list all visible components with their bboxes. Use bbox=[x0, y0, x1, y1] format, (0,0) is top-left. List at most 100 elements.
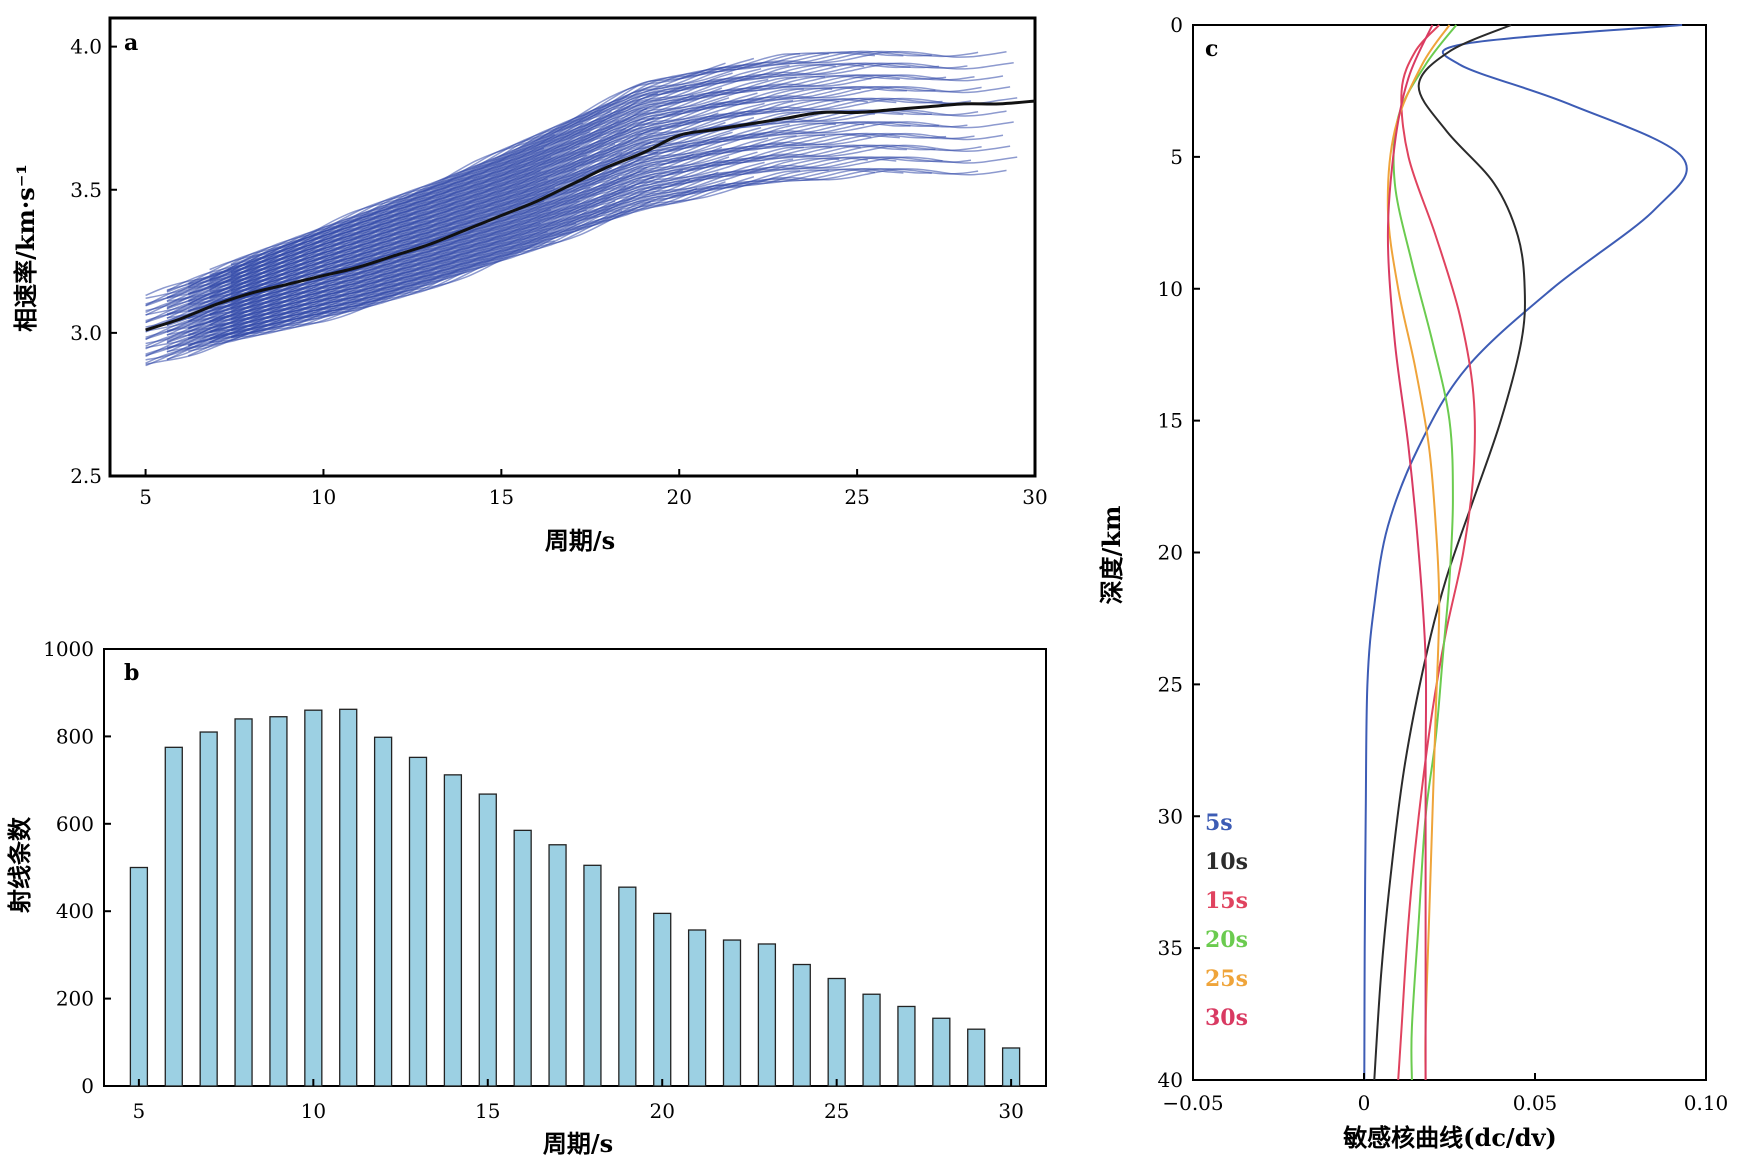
ray-count-bar bbox=[234, 718, 253, 1087]
panel-c-kernel-curves bbox=[1363, 24, 1688, 1081]
kernel-curve-10s bbox=[1373, 24, 1526, 1081]
panel-c-xlabel: 敏感核曲线(dc/dv) bbox=[1342, 1123, 1557, 1152]
y-tick-label: 25 bbox=[1158, 672, 1183, 696]
dispersion-curve bbox=[145, 186, 591, 339]
panel-b-frame bbox=[103, 648, 1047, 1087]
ray-count-bar bbox=[408, 756, 428, 1087]
dispersion-curve bbox=[187, 156, 972, 347]
mean-dispersion-curve bbox=[145, 99, 1036, 332]
dispersion-curve bbox=[209, 62, 726, 271]
dispersion-curve bbox=[166, 121, 968, 336]
dispersion-curve bbox=[145, 240, 555, 365]
panel-a-frame bbox=[108, 16, 1037, 478]
dispersion-curve bbox=[145, 62, 911, 307]
panel-c: −0.05 0 0.05 0.10 0 5 10 15 20 25 30 35 40 5s 10s 15s 2… bbox=[1097, 13, 1728, 1152]
panel-b: 5 10 15 20 25 30 0 200 400 600 800 1000 b 周期/s 射线条数 bbox=[5, 637, 1047, 1158]
ray-count-bar bbox=[304, 709, 323, 1087]
y-tick-label: 4.0 bbox=[70, 35, 102, 59]
panel-b-xlabel: 周期/s bbox=[543, 1129, 613, 1158]
panel-a-ticks: 5 10 15 20 25 30 2.5 3.0 3.5 4.0 bbox=[70, 35, 1048, 509]
ray-count-bar bbox=[653, 912, 672, 1087]
y-tick-label: 2.5 bbox=[70, 464, 102, 488]
dispersion-curve bbox=[145, 144, 982, 357]
ray-count-bar bbox=[932, 1017, 951, 1087]
dispersion-curve bbox=[166, 74, 1004, 310]
kernel-curve-15s bbox=[1397, 24, 1476, 1081]
dispersion-curve bbox=[166, 57, 755, 293]
x-tick-label: 25 bbox=[824, 1099, 849, 1123]
x-tick-label: 15 bbox=[489, 485, 514, 509]
ray-count-bar bbox=[722, 939, 742, 1087]
x-tick-label: 30 bbox=[998, 1099, 1023, 1123]
panel-a-label: a bbox=[124, 30, 138, 56]
panel-b-bars bbox=[129, 708, 1021, 1087]
ray-count-bar bbox=[757, 943, 777, 1087]
dispersion-curve bbox=[145, 74, 947, 316]
ray-count-bar bbox=[513, 829, 532, 1087]
ray-count-bar bbox=[373, 736, 393, 1087]
dispersion-curve bbox=[166, 132, 1004, 344]
legend-entry-15s: 15s bbox=[1205, 888, 1248, 914]
dispersion-curve bbox=[166, 112, 719, 319]
dispersion-curve bbox=[145, 132, 947, 350]
ray-count-bar bbox=[862, 993, 881, 1087]
y-tick-label: 200 bbox=[56, 987, 94, 1011]
x-tick-label: 10 bbox=[311, 485, 336, 509]
kernel-curve-5s bbox=[1363, 24, 1688, 1081]
kernel-curve-30s bbox=[1386, 24, 1434, 1080]
panel-c-label: c bbox=[1205, 36, 1218, 62]
ray-count-bar bbox=[339, 708, 358, 1087]
x-tick-label: 0 bbox=[1358, 1091, 1371, 1115]
y-tick-label: 35 bbox=[1158, 936, 1183, 960]
y-tick-label: 1000 bbox=[43, 637, 94, 661]
ray-count-bar bbox=[792, 963, 811, 1087]
y-tick-label: 5 bbox=[1170, 145, 1183, 169]
y-tick-label: 3.0 bbox=[70, 321, 102, 345]
y-tick-label: 30 bbox=[1158, 804, 1183, 828]
y-tick-label: 20 bbox=[1158, 541, 1183, 565]
ray-count-bar bbox=[618, 886, 637, 1087]
y-tick-label: 15 bbox=[1158, 409, 1183, 433]
x-tick-label: 5 bbox=[139, 485, 152, 509]
x-tick-label: 20 bbox=[667, 485, 692, 509]
ray-count-bar bbox=[199, 731, 218, 1087]
dispersion-curve bbox=[166, 50, 932, 292]
legend-entry-5s: 5s bbox=[1205, 810, 1233, 836]
dispersion-curve bbox=[166, 222, 577, 353]
ray-count-bar bbox=[548, 844, 567, 1087]
y-tick-label: 600 bbox=[56, 812, 94, 836]
y-tick-label: 40 bbox=[1158, 1068, 1183, 1092]
ray-count-bar bbox=[478, 793, 497, 1087]
panel-a-mean-curve bbox=[145, 99, 1036, 332]
panel-a: 5 10 15 20 25 30 2.5 3.0 3.5 4.0 a 周期/s 相速率/km·s⁻… bbox=[11, 16, 1048, 555]
y-tick-label: 0 bbox=[1170, 13, 1183, 37]
panel-c-frame bbox=[1192, 24, 1707, 1081]
ray-count-bar bbox=[967, 1028, 986, 1087]
ray-count-bar bbox=[164, 746, 183, 1087]
x-tick-label: 20 bbox=[649, 1099, 674, 1123]
x-tick-label: −0.05 bbox=[1162, 1091, 1223, 1115]
legend-entry-30s: 30s bbox=[1205, 1005, 1248, 1031]
ray-count-bar bbox=[269, 716, 288, 1087]
x-tick-label: 0.10 bbox=[1684, 1091, 1729, 1115]
panel-c-ticks: −0.05 0 0.05 0.10 0 5 10 15 20 25 30 35 40 bbox=[1158, 13, 1729, 1115]
legend-entry-10s: 10s bbox=[1205, 849, 1248, 875]
dispersion-curve bbox=[166, 167, 932, 361]
ray-count-bar bbox=[687, 929, 707, 1087]
panel-a-dispersion-curves bbox=[145, 50, 1018, 367]
legend-entry-20s: 20s bbox=[1205, 927, 1248, 953]
x-tick-label: 10 bbox=[301, 1099, 326, 1123]
ray-count-bar bbox=[443, 774, 463, 1087]
dispersion-curve bbox=[166, 109, 932, 327]
dispersion-curve bbox=[145, 85, 982, 324]
y-tick-label: 0 bbox=[81, 1074, 94, 1098]
x-tick-label: 5 bbox=[133, 1099, 146, 1123]
x-tick-label: 15 bbox=[475, 1099, 500, 1123]
panel-b-ylabel: 射线条数 bbox=[5, 816, 34, 914]
panel-c-ylabel: 深度/km bbox=[1097, 506, 1126, 605]
ray-count-bar bbox=[129, 866, 149, 1087]
panel-a-ylabel: 相速率/km·s⁻¹ bbox=[11, 164, 40, 332]
dispersion-curve bbox=[166, 62, 968, 302]
y-tick-label: 3.5 bbox=[70, 178, 102, 202]
